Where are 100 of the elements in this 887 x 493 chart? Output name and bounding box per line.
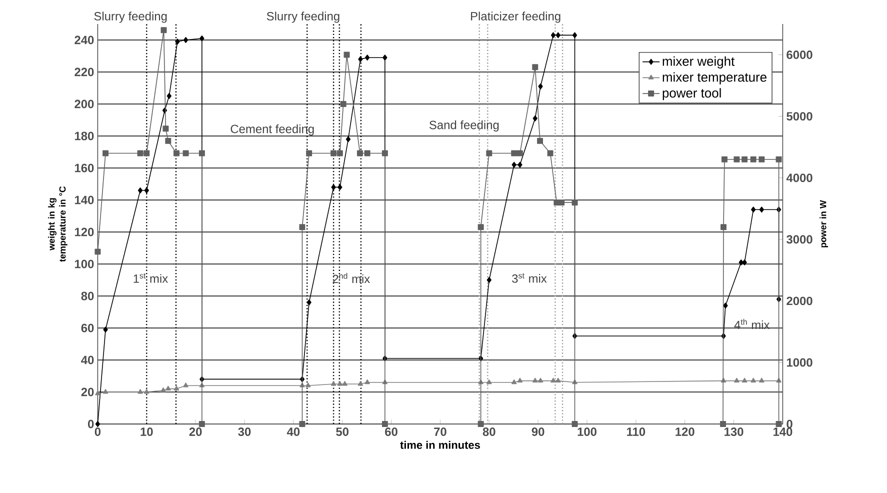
point bbox=[547, 150, 554, 156]
x-tick-label: 10 bbox=[140, 428, 153, 436]
point bbox=[364, 379, 370, 384]
x-tick-label: 70 bbox=[434, 428, 446, 436]
point bbox=[330, 150, 337, 156]
point bbox=[95, 421, 100, 427]
y-axis-title: weight in kg temperature in °C bbox=[48, 186, 68, 262]
point bbox=[776, 421, 782, 427]
point bbox=[558, 199, 565, 206]
point bbox=[182, 150, 189, 156]
legend-label: mixer temperature bbox=[662, 72, 766, 84]
point bbox=[340, 101, 346, 107]
y-tick-label: 40 bbox=[81, 356, 94, 364]
annotation: 2$^{nd}$ mix bbox=[332, 272, 370, 284]
point bbox=[356, 150, 363, 156]
point bbox=[751, 206, 756, 213]
text: Slurry feeding bbox=[94, 12, 167, 23]
point bbox=[550, 378, 556, 382]
x-tick-label: 0 bbox=[94, 428, 101, 436]
y2-tick-label: 4000 bbox=[786, 174, 812, 182]
y2-tick-label: 1000 bbox=[786, 358, 812, 367]
point bbox=[138, 187, 143, 194]
point bbox=[759, 206, 764, 213]
point bbox=[486, 379, 492, 384]
point bbox=[166, 386, 171, 390]
point bbox=[516, 150, 523, 156]
y-tick-label: 0 bbox=[88, 420, 94, 428]
point bbox=[511, 150, 518, 156]
point bbox=[330, 381, 336, 386]
legend-label: mixer weight bbox=[662, 56, 735, 68]
point bbox=[382, 150, 388, 156]
text: Slurry feeding bbox=[266, 12, 340, 23]
point bbox=[200, 35, 204, 42]
y-tick-label: 80 bbox=[81, 292, 94, 300]
point bbox=[738, 259, 744, 266]
point bbox=[720, 224, 726, 230]
x-tick-label: 140 bbox=[773, 428, 792, 436]
point bbox=[518, 162, 522, 168]
y-tick-label: 220 bbox=[74, 68, 94, 76]
point bbox=[95, 390, 100, 396]
y-tick-label: 160 bbox=[74, 164, 94, 172]
point bbox=[299, 421, 306, 427]
annotation: Cement feeding bbox=[230, 124, 314, 136]
point bbox=[364, 54, 370, 61]
point bbox=[364, 150, 370, 156]
point bbox=[572, 421, 578, 427]
point bbox=[556, 32, 560, 38]
y-tick-label: 200 bbox=[74, 100, 94, 108]
point bbox=[173, 150, 180, 156]
point bbox=[723, 302, 728, 309]
point bbox=[344, 52, 350, 58]
point bbox=[160, 27, 167, 34]
point bbox=[174, 386, 180, 390]
x-tick-label: 120 bbox=[676, 428, 694, 436]
point bbox=[532, 64, 538, 70]
point bbox=[137, 150, 144, 156]
point bbox=[538, 83, 543, 90]
y2-tick-label: 0 bbox=[786, 420, 792, 428]
point bbox=[299, 224, 306, 230]
point bbox=[572, 199, 578, 206]
point bbox=[198, 150, 205, 156]
point bbox=[305, 382, 311, 388]
x-tick-label: 110 bbox=[627, 428, 646, 436]
point bbox=[102, 389, 108, 394]
y-tick-label: 140 bbox=[74, 196, 94, 204]
point bbox=[358, 381, 364, 386]
point bbox=[94, 248, 101, 255]
point bbox=[165, 138, 172, 144]
point bbox=[720, 421, 726, 427]
point bbox=[486, 277, 492, 283]
point bbox=[342, 381, 348, 386]
x-tick-label: 130 bbox=[724, 428, 744, 436]
annotation: 1$^{st}$ mix bbox=[134, 273, 168, 283]
point bbox=[306, 299, 312, 306]
point bbox=[198, 421, 205, 427]
point bbox=[183, 37, 188, 43]
annotation: 3$^{st}$ mix bbox=[512, 273, 547, 283]
point bbox=[721, 156, 728, 162]
x-tick-label: 20 bbox=[189, 428, 202, 436]
point bbox=[382, 421, 388, 427]
y2-tick-label: 2000 bbox=[786, 296, 812, 306]
point bbox=[166, 93, 172, 99]
y-tick-label: 100 bbox=[74, 260, 94, 268]
annotation: Sand feeding bbox=[429, 120, 499, 132]
y-tick-label: 20 bbox=[81, 388, 94, 396]
point bbox=[306, 150, 312, 156]
point bbox=[734, 156, 740, 162]
point bbox=[144, 150, 150, 156]
point bbox=[175, 38, 180, 45]
point bbox=[144, 187, 149, 194]
point bbox=[734, 378, 740, 382]
x-tick-label: 60 bbox=[385, 428, 398, 436]
point bbox=[742, 378, 748, 382]
y-tick-label: 60 bbox=[81, 324, 94, 332]
point bbox=[102, 150, 109, 156]
point bbox=[538, 378, 544, 382]
y2-tick-label: 6000 bbox=[786, 50, 812, 59]
point bbox=[183, 382, 188, 388]
point bbox=[160, 387, 166, 392]
point bbox=[776, 156, 782, 162]
